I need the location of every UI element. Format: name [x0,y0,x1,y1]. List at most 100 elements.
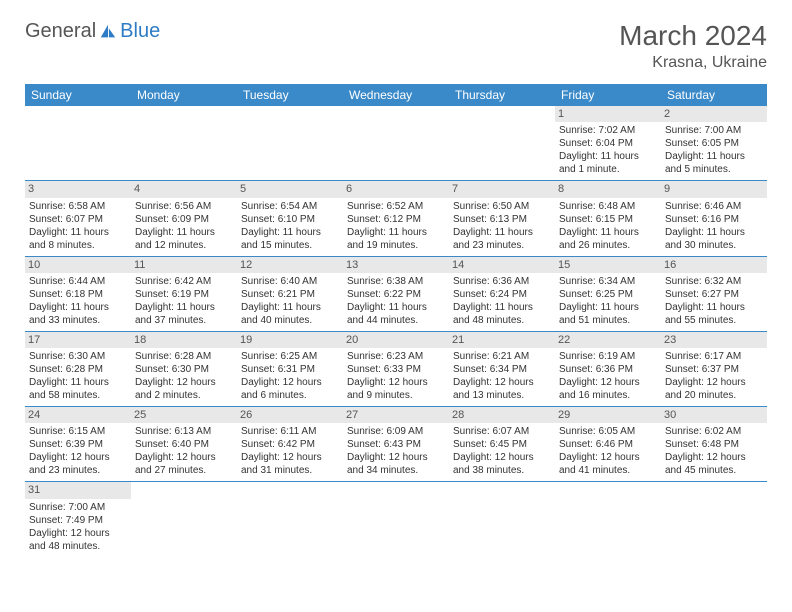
daylight-text: Daylight: 12 hours [665,376,763,389]
month-title: March 2024 [619,20,767,52]
daylight-text: Daylight: 11 hours [665,226,763,239]
daylight-text: and 30 minutes. [665,239,763,252]
day-number: 26 [237,407,343,423]
daylight-text: Daylight: 11 hours [347,301,445,314]
calendar-day: 26Sunrise: 6:11 AMSunset: 6:42 PMDayligh… [237,407,343,482]
sunrise-text: Sunrise: 6:23 AM [347,350,445,363]
day-number-empty [449,106,555,122]
sunset-text: Sunset: 6:18 PM [29,288,127,301]
sunrise-text: Sunrise: 6:28 AM [135,350,233,363]
location-label: Krasna, Ukraine [619,54,767,72]
sunrise-text: Sunrise: 6:11 AM [241,425,339,438]
calendar-day-empty [343,482,449,557]
sunrise-text: Sunrise: 6:13 AM [135,425,233,438]
sunrise-text: Sunrise: 6:48 AM [559,200,657,213]
calendar-row: 10Sunrise: 6:44 AMSunset: 6:18 PMDayligh… [25,256,767,331]
sunset-text: Sunset: 6:36 PM [559,363,657,376]
day-number: 27 [343,407,449,423]
sunrise-text: Sunrise: 6:34 AM [559,275,657,288]
daylight-text: Daylight: 12 hours [135,376,233,389]
daylight-text: and 26 minutes. [559,239,657,252]
logo-text-blue: Blue [120,20,160,43]
weekday-header-row: SundayMondayTuesdayWednesdayThursdayFrid… [25,84,767,106]
sunrise-text: Sunrise: 6:54 AM [241,200,339,213]
weekday-header: Wednesday [343,84,449,106]
calendar-day: 1Sunrise: 7:02 AMSunset: 6:04 PMDaylight… [555,106,661,181]
weekday-header: Friday [555,84,661,106]
sunrise-text: Sunrise: 7:00 AM [665,124,763,137]
daylight-text: and 9 minutes. [347,389,445,402]
day-number: 14 [449,257,555,273]
daylight-text: Daylight: 11 hours [29,226,127,239]
daylight-text: and 2 minutes. [135,389,233,402]
day-number: 3 [25,181,131,197]
daylight-text: and 51 minutes. [559,314,657,327]
sunset-text: Sunset: 6:45 PM [453,438,551,451]
sunset-text: Sunset: 6:19 PM [135,288,233,301]
calendar-day-empty [449,482,555,557]
day-number: 6 [343,181,449,197]
daylight-text: Daylight: 11 hours [665,150,763,163]
calendar-day: 21Sunrise: 6:21 AMSunset: 6:34 PMDayligh… [449,331,555,406]
daylight-text: and 16 minutes. [559,389,657,402]
calendar-day-empty [343,106,449,181]
sunset-text: Sunset: 6:31 PM [241,363,339,376]
daylight-text: and 31 minutes. [241,464,339,477]
calendar-day-empty [237,106,343,181]
day-number: 7 [449,181,555,197]
calendar-day: 8Sunrise: 6:48 AMSunset: 6:15 PMDaylight… [555,181,661,256]
daylight-text: and 20 minutes. [665,389,763,402]
daylight-text: and 40 minutes. [241,314,339,327]
day-number: 22 [555,332,661,348]
sunset-text: Sunset: 6:04 PM [559,137,657,150]
sunset-text: Sunset: 6:46 PM [559,438,657,451]
calendar-row: 31Sunrise: 7:00 AMSunset: 7:49 PMDayligh… [25,482,767,557]
calendar-day: 13Sunrise: 6:38 AMSunset: 6:22 PMDayligh… [343,256,449,331]
calendar-day: 18Sunrise: 6:28 AMSunset: 6:30 PMDayligh… [131,331,237,406]
calendar-row: 1Sunrise: 7:02 AMSunset: 6:04 PMDaylight… [25,106,767,181]
day-number-empty [343,106,449,122]
sunset-text: Sunset: 6:07 PM [29,213,127,226]
daylight-text: Daylight: 11 hours [665,301,763,314]
daylight-text: and 44 minutes. [347,314,445,327]
calendar-day-empty [449,106,555,181]
calendar-body: 1Sunrise: 7:02 AMSunset: 6:04 PMDaylight… [25,106,767,557]
day-number: 2 [661,106,767,122]
sunset-text: Sunset: 6:48 PM [665,438,763,451]
day-number: 12 [237,257,343,273]
sunrise-text: Sunrise: 6:36 AM [453,275,551,288]
calendar-day: 30Sunrise: 6:02 AMSunset: 6:48 PMDayligh… [661,407,767,482]
sail-icon [99,23,117,41]
sunset-text: Sunset: 6:33 PM [347,363,445,376]
day-number: 4 [131,181,237,197]
sunrise-text: Sunrise: 6:07 AM [453,425,551,438]
daylight-text: Daylight: 11 hours [241,226,339,239]
sunrise-text: Sunrise: 6:21 AM [453,350,551,363]
day-number-empty [131,106,237,122]
sunset-text: Sunset: 6:40 PM [135,438,233,451]
calendar-day: 7Sunrise: 6:50 AMSunset: 6:13 PMDaylight… [449,181,555,256]
calendar-day: 14Sunrise: 6:36 AMSunset: 6:24 PMDayligh… [449,256,555,331]
sunset-text: Sunset: 6:09 PM [135,213,233,226]
daylight-text: and 58 minutes. [29,389,127,402]
day-number: 15 [555,257,661,273]
daylight-text: Daylight: 12 hours [241,376,339,389]
title-block: March 2024 Krasna, Ukraine [619,20,767,72]
calendar-day-empty [131,482,237,557]
weekday-header: Tuesday [237,84,343,106]
day-number: 21 [449,332,555,348]
daylight-text: and 8 minutes. [29,239,127,252]
calendar-day: 9Sunrise: 6:46 AMSunset: 6:16 PMDaylight… [661,181,767,256]
calendar-day: 16Sunrise: 6:32 AMSunset: 6:27 PMDayligh… [661,256,767,331]
day-number: 29 [555,407,661,423]
calendar-day-empty [237,482,343,557]
day-number: 24 [25,407,131,423]
day-number: 25 [131,407,237,423]
sunrise-text: Sunrise: 6:52 AM [347,200,445,213]
sunrise-text: Sunrise: 6:25 AM [241,350,339,363]
sunset-text: Sunset: 6:30 PM [135,363,233,376]
daylight-text: and 23 minutes. [453,239,551,252]
calendar-day-empty [661,482,767,557]
daylight-text: Daylight: 11 hours [559,226,657,239]
daylight-text: and 6 minutes. [241,389,339,402]
